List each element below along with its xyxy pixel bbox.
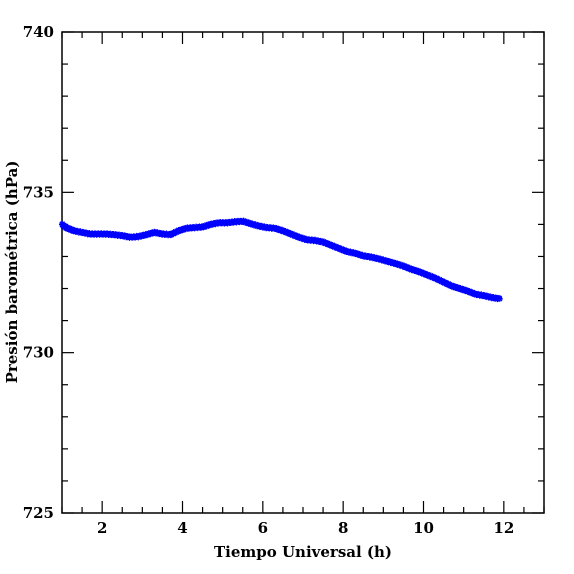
y-axis-label: Presión barométrica (hPa) [3, 161, 21, 384]
x-tick-label: 4 [177, 519, 187, 537]
x-axis-label: Tiempo Universal (h) [214, 543, 392, 561]
y-tick-label: 740 [23, 23, 54, 41]
plot-frame [61, 31, 545, 514]
x-tick-label: 12 [493, 519, 514, 537]
data-point [496, 295, 503, 302]
y-tick-label: 735 [23, 183, 54, 201]
x-tick-label: 2 [97, 519, 107, 537]
x-tick-label: 10 [413, 519, 434, 537]
y-tick-label: 730 [23, 344, 54, 362]
x-tick-label: 6 [258, 519, 268, 537]
data-series [59, 217, 503, 303]
axis-ticks [61, 31, 545, 514]
x-tick-label: 8 [338, 519, 348, 537]
y-tick-label: 725 [23, 504, 54, 522]
tick-labels: 2 4 6 8 10 12 725 730 735 740 [23, 23, 515, 537]
